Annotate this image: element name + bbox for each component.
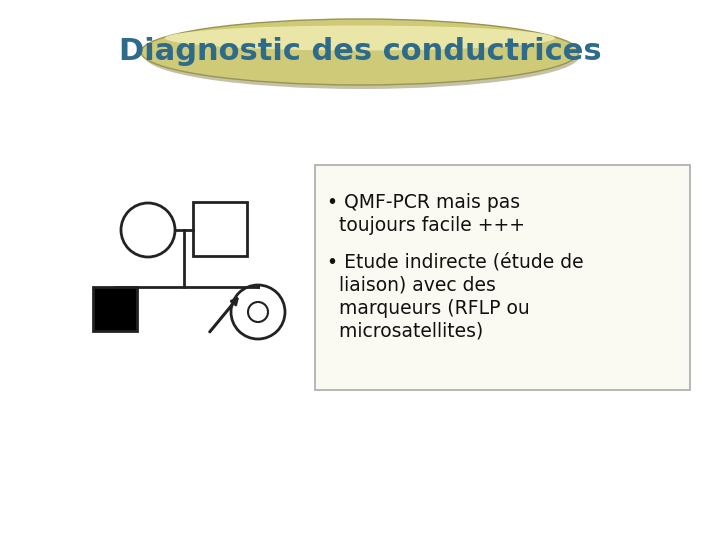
Text: toujours facile +++: toujours facile +++ — [327, 216, 525, 235]
Text: • Etude indirecte (étude de: • Etude indirecte (étude de — [327, 253, 584, 272]
Text: Diagnostic des conductrices: Diagnostic des conductrices — [119, 37, 601, 66]
Ellipse shape — [141, 19, 579, 85]
Ellipse shape — [165, 25, 555, 51]
Text: • QMF-PCR mais pas: • QMF-PCR mais pas — [327, 193, 520, 212]
Text: microsatellites): microsatellites) — [327, 322, 483, 341]
Text: marqueurs (RFLP ou: marqueurs (RFLP ou — [327, 299, 530, 318]
Bar — [93, 287, 137, 331]
Text: liaison) avec des: liaison) avec des — [327, 276, 496, 295]
Ellipse shape — [145, 23, 580, 89]
Bar — [193, 202, 247, 256]
FancyBboxPatch shape — [315, 165, 690, 390]
